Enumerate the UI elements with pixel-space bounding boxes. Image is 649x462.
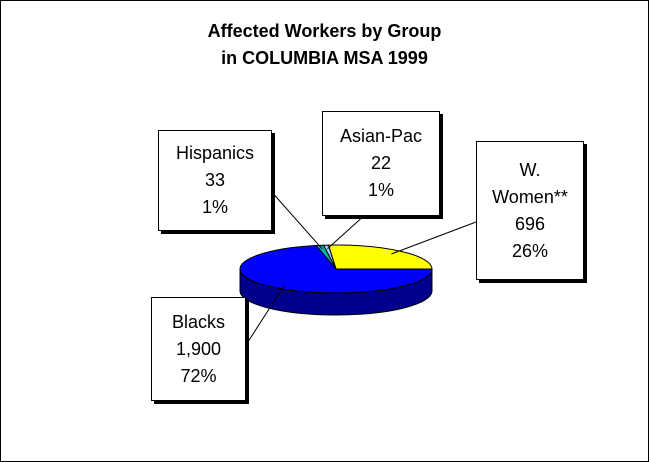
callout-hispanics: Hispanics 33 1%: [158, 130, 272, 231]
chart-subtitle: in COLUMBIA MSA 1999: [221, 48, 428, 68]
callout-w-women-name-1: W.: [519, 159, 541, 180]
callout-hispanics-value: 33: [204, 170, 226, 190]
pie-slice-blacks: [239, 245, 433, 294]
callout-asian-pac-percent: 1%: [367, 180, 394, 200]
leader-line-hispanics: [269, 189, 323, 250]
chart-title: Affected Workers by Group: [207, 21, 442, 41]
callout-asian-pac-value: 22: [370, 153, 392, 173]
leader-lines: [243, 189, 477, 349]
callout-blacks-value: 1,900: [175, 338, 222, 359]
leader-line-asian-pac: [327, 213, 367, 250]
callout-asian-pac: Asian-Pac 22 1%: [322, 111, 440, 216]
callout-hispanics-name: Hispanics: [175, 143, 255, 163]
callout-blacks-name: Blacks: [171, 311, 225, 332]
pie-top-faces: [239, 244, 433, 294]
chart-title-block: Affected Workers by Group in COLUMBIA MS…: [0, 18, 649, 72]
callout-blacks: Blacks 1,900 72%: [151, 297, 246, 401]
callout-w-women-value: 696: [514, 213, 546, 234]
leader-line-w-women: [391, 221, 477, 255]
callout-asian-pac-name: Asian-Pac: [339, 126, 423, 146]
callout-blacks-percent: 72%: [180, 365, 217, 386]
callout-w-women-name-2: Women**: [492, 186, 568, 207]
leader-line-blacks: [243, 284, 286, 349]
callout-hispanics-percent: 1%: [201, 197, 228, 217]
callout-w-women-percent: 26%: [511, 240, 549, 261]
callout-w-women: W. Women** 696 26%: [476, 141, 584, 280]
pie-slice-w-women: [327, 244, 433, 270]
